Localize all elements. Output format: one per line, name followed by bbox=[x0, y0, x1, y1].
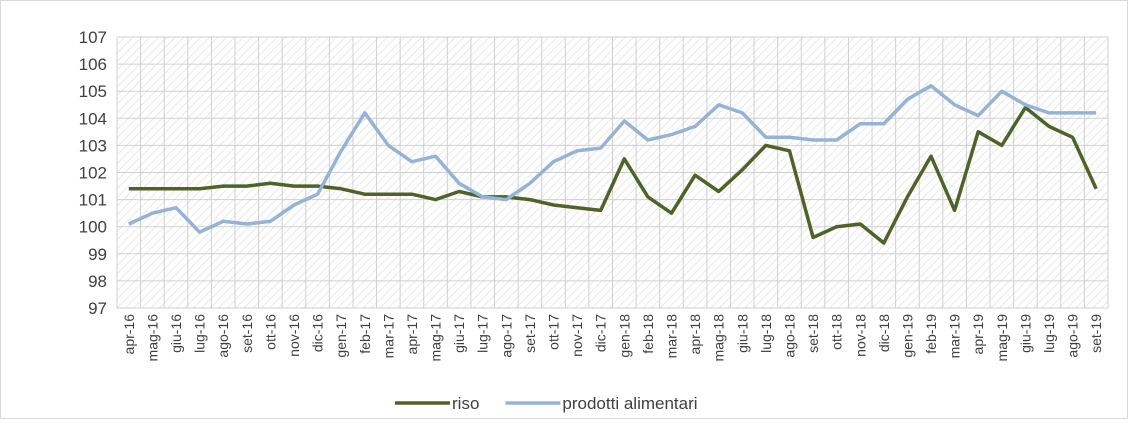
y-tick-label: 102 bbox=[79, 164, 107, 183]
x-tick-label: giu-16 bbox=[168, 314, 184, 353]
x-tick-label: apr-17 bbox=[404, 314, 420, 355]
x-tick-label: mar-18 bbox=[663, 314, 679, 359]
x-tick-label: mar-19 bbox=[947, 314, 963, 359]
x-tick-label: apr-16 bbox=[121, 314, 137, 355]
x-tick-label: mag-17 bbox=[428, 314, 444, 362]
x-tick-label: dic-17 bbox=[593, 314, 609, 352]
x-tick-label: set-17 bbox=[522, 314, 538, 353]
x-tick-label: mag-16 bbox=[144, 314, 160, 362]
x-tick-label: feb-17 bbox=[357, 314, 373, 354]
x-tick-label: nov-16 bbox=[286, 314, 302, 357]
x-tick-label: nov-17 bbox=[569, 314, 585, 357]
x-tick-label: set-18 bbox=[805, 314, 821, 353]
x-tick-label: mag-18 bbox=[711, 314, 727, 362]
x-tick-label: lug-17 bbox=[475, 314, 491, 353]
x-tick-label: lug-16 bbox=[192, 314, 208, 353]
x-tick-label: lug-18 bbox=[758, 314, 774, 353]
x-tick-label: giu-18 bbox=[734, 314, 750, 353]
y-tick-label: 101 bbox=[79, 191, 107, 210]
x-tick-label: lug-19 bbox=[1041, 314, 1057, 353]
x-tick-label: gen-17 bbox=[333, 314, 349, 358]
y-tick-label: 103 bbox=[79, 136, 107, 155]
x-tick-label: ago-19 bbox=[1065, 314, 1081, 358]
x-tick-label: ott-16 bbox=[262, 314, 278, 350]
y-tick-label: 107 bbox=[79, 28, 107, 47]
x-tick-label: mar-17 bbox=[380, 314, 396, 359]
x-tick-label: mag-19 bbox=[994, 314, 1010, 362]
x-tick-label: dic-16 bbox=[310, 314, 326, 352]
x-tick-label: apr-18 bbox=[687, 314, 703, 355]
series-line bbox=[128, 84, 1097, 234]
legend-label: prodotti alimentari bbox=[562, 394, 697, 413]
x-tick-label: gen-18 bbox=[616, 314, 632, 358]
x-tick-label: ago-16 bbox=[215, 314, 231, 358]
y-tick-label: 104 bbox=[79, 109, 107, 128]
x-tick-label: feb-19 bbox=[923, 314, 939, 354]
y-tick-label: 97 bbox=[88, 299, 107, 318]
x-tick-label: ott-17 bbox=[546, 314, 562, 350]
y-tick-label: 105 bbox=[79, 82, 107, 101]
x-tick-label: giu-17 bbox=[451, 314, 467, 353]
x-tick-label: ago-17 bbox=[498, 314, 514, 358]
x-tick-label: set-19 bbox=[1088, 314, 1104, 353]
x-tick-label: ott-18 bbox=[829, 314, 845, 350]
y-tick-label: 100 bbox=[79, 218, 107, 237]
x-tick-label: feb-18 bbox=[640, 314, 656, 354]
y-tick-label: 98 bbox=[88, 272, 107, 291]
x-tick-label: nov-18 bbox=[852, 314, 868, 357]
x-tick-label: set-16 bbox=[239, 314, 255, 353]
x-tick-label: gen-19 bbox=[899, 314, 915, 358]
y-tick-label: 99 bbox=[88, 245, 107, 264]
x-tick-label: dic-18 bbox=[876, 314, 892, 352]
series-line bbox=[128, 105, 1098, 245]
x-tick-label: giu-19 bbox=[1017, 314, 1033, 353]
x-tick-label: ago-18 bbox=[781, 314, 797, 358]
x-tick-label: apr-19 bbox=[970, 314, 986, 355]
legend-label: riso bbox=[452, 394, 479, 413]
y-tick-label: 106 bbox=[79, 55, 107, 74]
